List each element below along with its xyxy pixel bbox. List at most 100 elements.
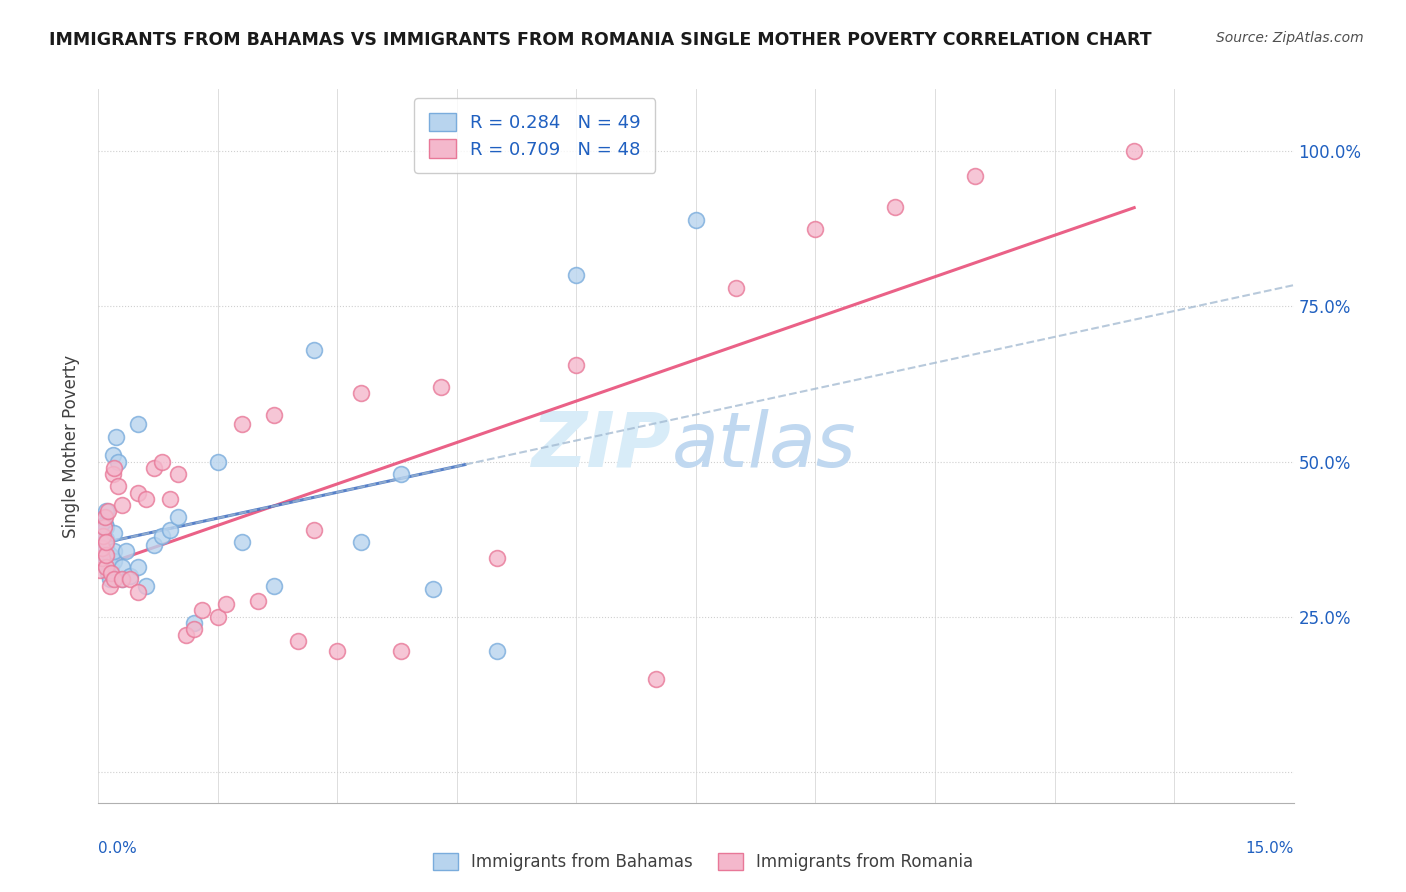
Point — [103, 544, 125, 558]
Point — [135, 579, 157, 593]
Point — [724, 281, 747, 295]
Point — [565, 268, 588, 283]
Point — [120, 569, 142, 583]
Point — [91, 529, 114, 543]
Point — [90, 532, 112, 546]
Point — [246, 594, 269, 608]
Point — [91, 513, 114, 527]
Point — [91, 554, 114, 568]
Point — [302, 523, 325, 537]
Point — [207, 609, 229, 624]
Point — [94, 510, 117, 524]
Point — [91, 541, 114, 556]
Point — [115, 544, 138, 558]
Point — [231, 417, 253, 432]
Point — [485, 550, 508, 565]
Point — [96, 519, 118, 533]
Point — [1123, 145, 1146, 159]
Point — [263, 408, 285, 422]
Point — [326, 644, 349, 658]
Point — [96, 560, 118, 574]
Point — [207, 454, 229, 468]
Point — [103, 460, 125, 475]
Point — [685, 212, 707, 227]
Point — [127, 584, 149, 599]
Text: ZIP: ZIP — [533, 409, 672, 483]
Point — [100, 560, 122, 574]
Point — [97, 504, 120, 518]
Point — [191, 603, 214, 617]
Point — [97, 557, 120, 571]
Point — [111, 560, 134, 574]
Point — [103, 525, 125, 540]
Point — [143, 460, 166, 475]
Point — [127, 417, 149, 432]
Point — [96, 560, 118, 574]
Point — [350, 535, 373, 549]
Point — [96, 548, 118, 562]
Text: 0.0%: 0.0% — [98, 841, 138, 855]
Point — [93, 529, 115, 543]
Point — [884, 200, 907, 214]
Point — [91, 538, 114, 552]
Point — [350, 386, 373, 401]
Point — [231, 535, 253, 549]
Point — [485, 644, 508, 658]
Point — [90, 550, 112, 565]
Point — [93, 541, 115, 556]
Text: atlas: atlas — [672, 409, 856, 483]
Point — [183, 622, 205, 636]
Point — [98, 579, 121, 593]
Y-axis label: Single Mother Poverty: Single Mother Poverty — [62, 354, 80, 538]
Point — [100, 566, 122, 581]
Point — [96, 550, 118, 565]
Point — [150, 529, 173, 543]
Point — [94, 516, 117, 531]
Point — [104, 430, 127, 444]
Point — [111, 573, 134, 587]
Point — [287, 634, 309, 648]
Point — [167, 510, 190, 524]
Point — [90, 523, 112, 537]
Point — [111, 498, 134, 512]
Point — [565, 359, 588, 373]
Point — [645, 672, 668, 686]
Point — [159, 523, 181, 537]
Point — [430, 380, 453, 394]
Point — [215, 597, 238, 611]
Point — [96, 535, 118, 549]
Point — [150, 454, 173, 468]
Point — [111, 573, 134, 587]
Point — [98, 548, 121, 562]
Point — [98, 573, 122, 587]
Point — [120, 573, 142, 587]
Point — [422, 582, 444, 596]
Point — [107, 454, 129, 468]
Point — [103, 573, 125, 587]
Point — [963, 169, 986, 183]
Legend: Immigrants from Bahamas, Immigrants from Romania: Immigrants from Bahamas, Immigrants from… — [425, 845, 981, 880]
Point — [389, 467, 412, 481]
Point — [127, 560, 149, 574]
Point — [804, 222, 827, 236]
Point — [93, 519, 115, 533]
Point — [167, 467, 190, 481]
Point — [159, 491, 181, 506]
Point — [96, 532, 118, 546]
Point — [389, 644, 412, 658]
Point — [107, 479, 129, 493]
Legend: R = 0.284   N = 49, R = 0.709   N = 48: R = 0.284 N = 49, R = 0.709 N = 48 — [415, 98, 655, 173]
Text: 15.0%: 15.0% — [1246, 841, 1294, 855]
Point — [89, 544, 111, 558]
Point — [302, 343, 325, 357]
Point — [135, 491, 157, 506]
Point — [143, 538, 166, 552]
Point — [101, 467, 124, 481]
Point — [89, 563, 111, 577]
Point — [263, 579, 285, 593]
Point — [94, 504, 117, 518]
Point — [101, 448, 124, 462]
Point — [174, 628, 197, 642]
Point — [96, 541, 118, 556]
Point — [183, 615, 205, 630]
